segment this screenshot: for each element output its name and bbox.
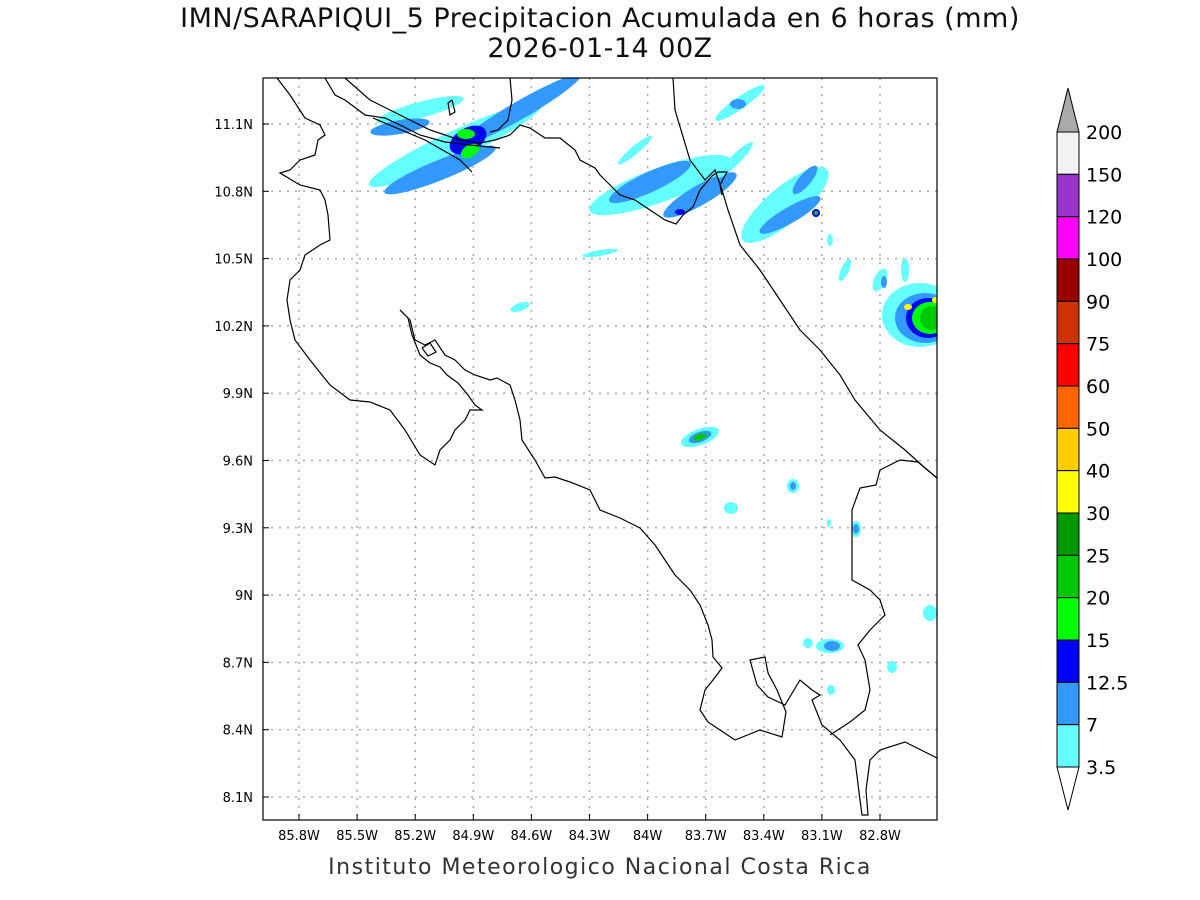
colorbar-label: 15: [1086, 630, 1110, 652]
map-title: IMN/SARAPIQUI_5 Precipitacion Acumulada …: [180, 3, 1020, 34]
colorbar-swatch: [1056, 173, 1080, 218]
lon-tick-label: 83.4W: [743, 829, 785, 844]
colorbar-legend: 200 150 120 100 90 75 60 50 40 30 25 20 15 12.5 7 3.5: [1056, 87, 1128, 811]
colorbar-label: 100: [1086, 249, 1122, 271]
lat-tick-label: 8.1N: [223, 791, 253, 806]
colorbar-swatch: [1056, 512, 1080, 556]
colorbar-swatch: [1056, 554, 1080, 599]
colorbar-over-triangle: [1056, 87, 1080, 133]
colorbar-label: 120: [1086, 207, 1122, 229]
lat-tick-label: 9.3N: [223, 522, 253, 537]
colorbar-label: 25: [1086, 545, 1110, 567]
colorbar-swatch: [1056, 724, 1080, 768]
colorbar-swatch: [1056, 385, 1080, 429]
colorbar-swatch: [1056, 470, 1080, 514]
colorbar-label: 60: [1086, 376, 1110, 398]
lat-tick-label: 11.1N: [214, 118, 253, 133]
colorbar-label: 50: [1086, 418, 1110, 440]
colorbar-swatch: [1056, 343, 1080, 387]
colorbar-label: 150: [1086, 164, 1122, 186]
colorbar-swatch: [1056, 216, 1080, 260]
colorbar-label: 40: [1086, 461, 1110, 483]
map-valid-time: 2026-01-14 00Z: [487, 33, 713, 64]
coastlines-borders: [276, 78, 937, 816]
colorbar-swatch: [1056, 131, 1080, 175]
lon-tick-label: 84.3W: [569, 829, 611, 844]
colorbar-swatch: [1056, 639, 1080, 683]
lon-tick-label: 82.8W: [859, 829, 901, 844]
plot-frame: [262, 77, 938, 821]
lon-tick-label: 84.6W: [510, 829, 552, 844]
colorbar-label: 7: [1086, 715, 1098, 737]
lon-tick-label: 85.5W: [336, 829, 378, 844]
longitude-axis: 85.8W 85.5W 85.2W 84.9W 84.6W 84.3W 84W 83.7W 83…: [278, 814, 901, 844]
colorbar-under-triangle: [1056, 766, 1080, 811]
lon-tick-label: 84W: [633, 829, 663, 844]
colorbar-label: 20: [1086, 588, 1110, 610]
lon-tick-label: 83.7W: [685, 829, 727, 844]
colorbar-swatch: [1056, 258, 1080, 302]
latitude-axis: 11.1N 10.8N 10.5N 10.2N 9.9N 9.6N 9.3N 9N 8.7N 8.…: [214, 118, 269, 806]
footer-credit: Instituto Meteorologico Nacional Costa R…: [328, 855, 872, 880]
lat-tick-label: 9.6N: [223, 455, 253, 470]
lat-tick-label: 9N: [235, 589, 253, 604]
lon-tick-label: 83.1W: [801, 829, 843, 844]
lon-tick-label: 84.9W: [452, 829, 494, 844]
colorbar-label: 90: [1086, 291, 1110, 313]
grid-lines: [263, 78, 937, 820]
precipitation-field: [368, 78, 937, 695]
lat-tick-label: 8.4N: [223, 724, 253, 739]
colorbar-swatch: [1056, 681, 1080, 726]
colorbar-label: 30: [1086, 503, 1110, 525]
lat-tick-label: 8.7N: [223, 656, 253, 671]
colorbar-label: 3.5: [1086, 757, 1116, 779]
colorbar-label: 75: [1086, 334, 1110, 356]
lat-tick-label: 9.9N: [223, 387, 253, 402]
lon-tick-label: 85.2W: [394, 829, 436, 844]
lat-tick-label: 10.2N: [214, 320, 253, 335]
colorbar-swatch: [1056, 597, 1080, 641]
colorbar-swatch: [1056, 300, 1080, 345]
lon-tick-label: 85.8W: [278, 829, 320, 844]
colorbar-label: 200: [1086, 122, 1122, 144]
colorbar-swatch: [1056, 427, 1080, 472]
lat-tick-label: 10.8N: [214, 185, 253, 200]
lat-tick-label: 10.5N: [214, 253, 253, 268]
colorbar-label: 12.5: [1086, 672, 1128, 694]
